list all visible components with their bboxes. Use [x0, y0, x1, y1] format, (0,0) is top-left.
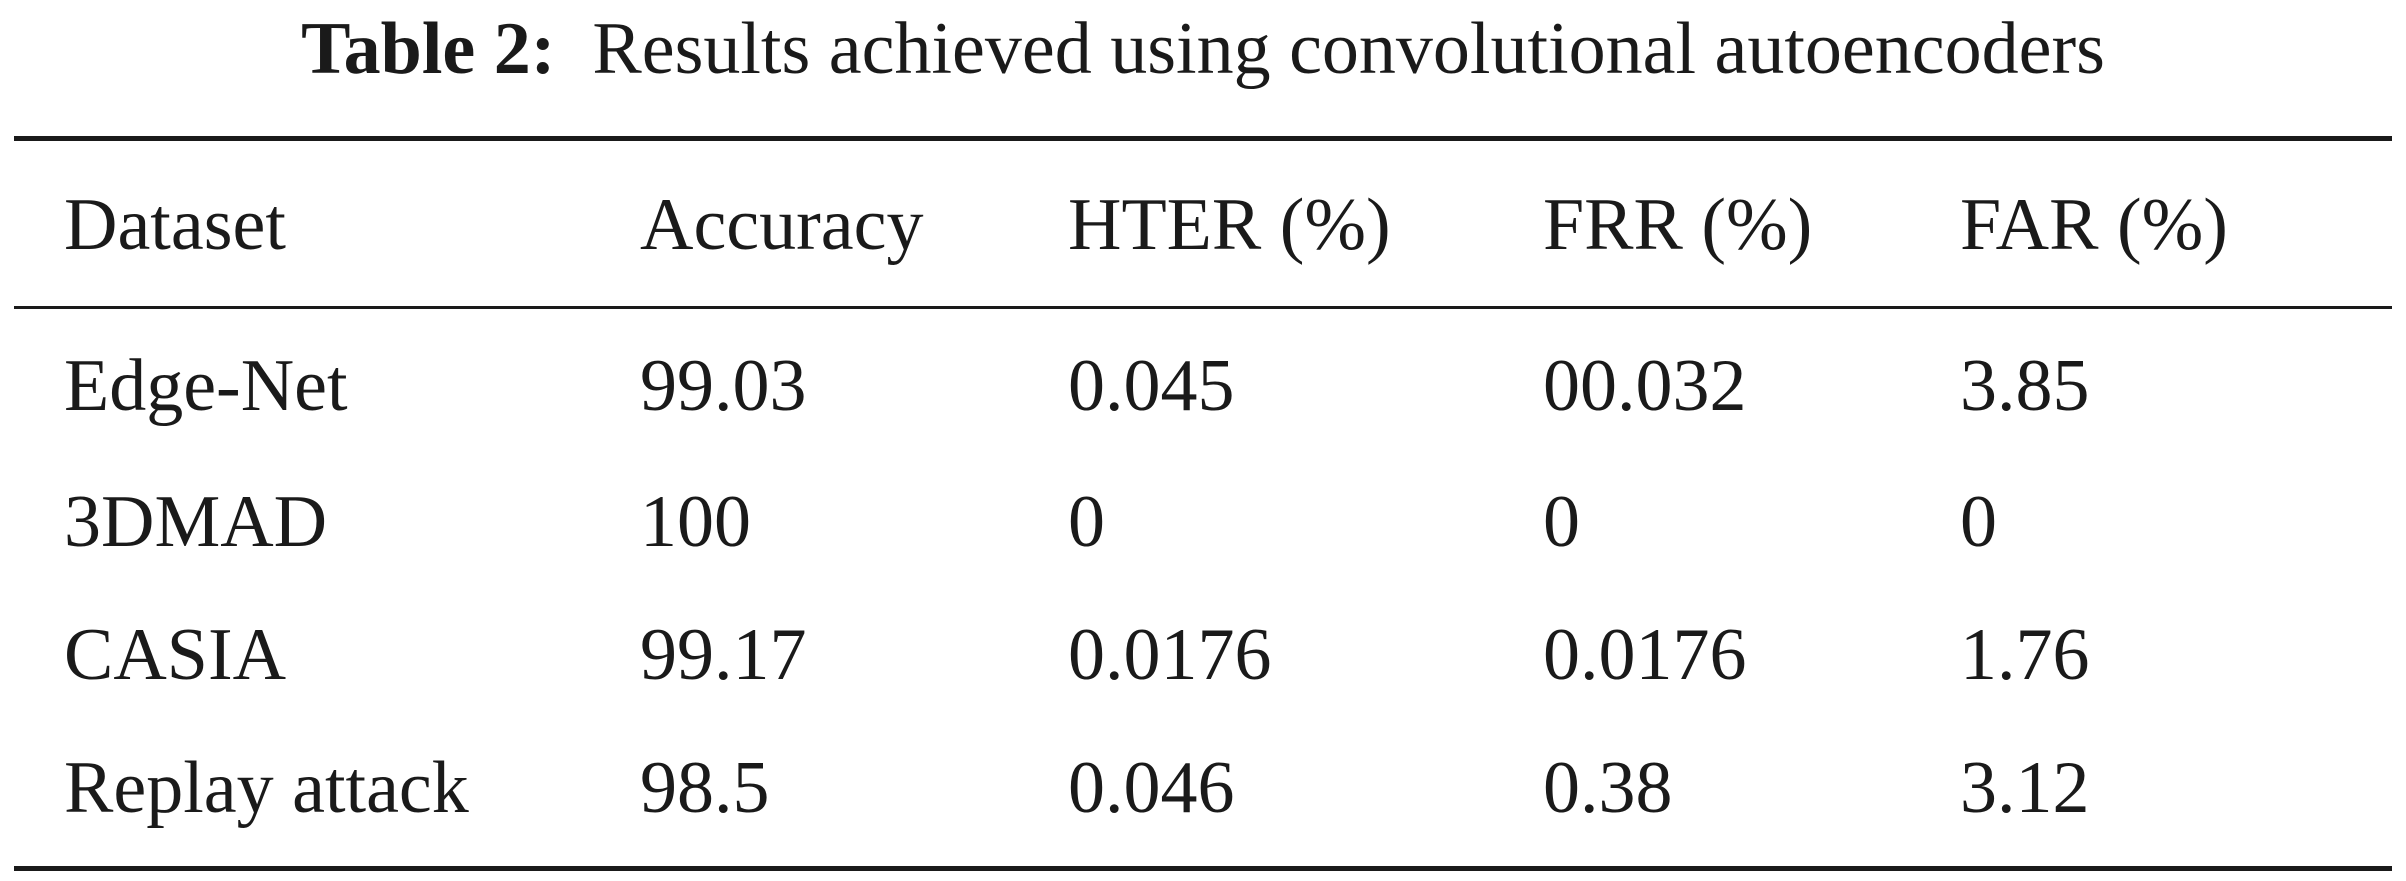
- cell-far: 1.76: [1960, 614, 2090, 696]
- table-caption: Table 2: Results achieved using convolut…: [0, 0, 2406, 110]
- cell-accuracy: 98.5: [640, 747, 770, 829]
- table-header-row: Dataset Accuracy HTER (%) FRR (%) FAR (%…: [0, 170, 2406, 280]
- cell-frr: 00.032: [1543, 345, 1747, 427]
- cell-frr: 0: [1543, 481, 1580, 563]
- caption-text: Results achieved using convolutional aut…: [592, 8, 2105, 90]
- caption-label: Table 2:: [301, 8, 556, 90]
- cell-accuracy: 99.17: [640, 614, 807, 696]
- header-accuracy: Accuracy: [640, 184, 924, 266]
- cell-far: 3.12: [1960, 747, 2090, 829]
- header-frr: FRR (%): [1543, 184, 1813, 266]
- cell-hter: 0.0176: [1068, 614, 1272, 696]
- cell-dataset: CASIA: [64, 614, 287, 696]
- cell-accuracy: 100: [640, 481, 751, 563]
- header-dataset: Dataset: [64, 184, 286, 266]
- cell-frr: 0.0176: [1543, 614, 1747, 696]
- top-rule: [14, 136, 2392, 141]
- table-row: Edge-Net 99.03 0.045 00.032 3.85: [0, 331, 2406, 441]
- bottom-rule: [14, 866, 2392, 871]
- cell-hter: 0: [1068, 481, 1105, 563]
- cell-dataset: Edge-Net: [64, 345, 348, 427]
- table-row: Replay attack 98.5 0.046 0.38 3.12: [0, 733, 2406, 843]
- cell-accuracy: 99.03: [640, 345, 807, 427]
- header-hter: HTER (%): [1068, 184, 1391, 266]
- cell-hter: 0.045: [1068, 345, 1235, 427]
- header-far: FAR (%): [1960, 184, 2228, 266]
- cell-dataset: 3DMAD: [64, 481, 328, 563]
- table-row: CASIA 99.17 0.0176 0.0176 1.76: [0, 600, 2406, 710]
- table-row: 3DMAD 100 0 0 0: [0, 467, 2406, 577]
- cell-far: 0: [1960, 481, 1997, 563]
- cell-hter: 0.046: [1068, 747, 1235, 829]
- cell-dataset: Replay attack: [64, 747, 469, 829]
- header-rule: [14, 306, 2392, 309]
- cell-far: 3.85: [1960, 345, 2090, 427]
- cell-frr: 0.38: [1543, 747, 1673, 829]
